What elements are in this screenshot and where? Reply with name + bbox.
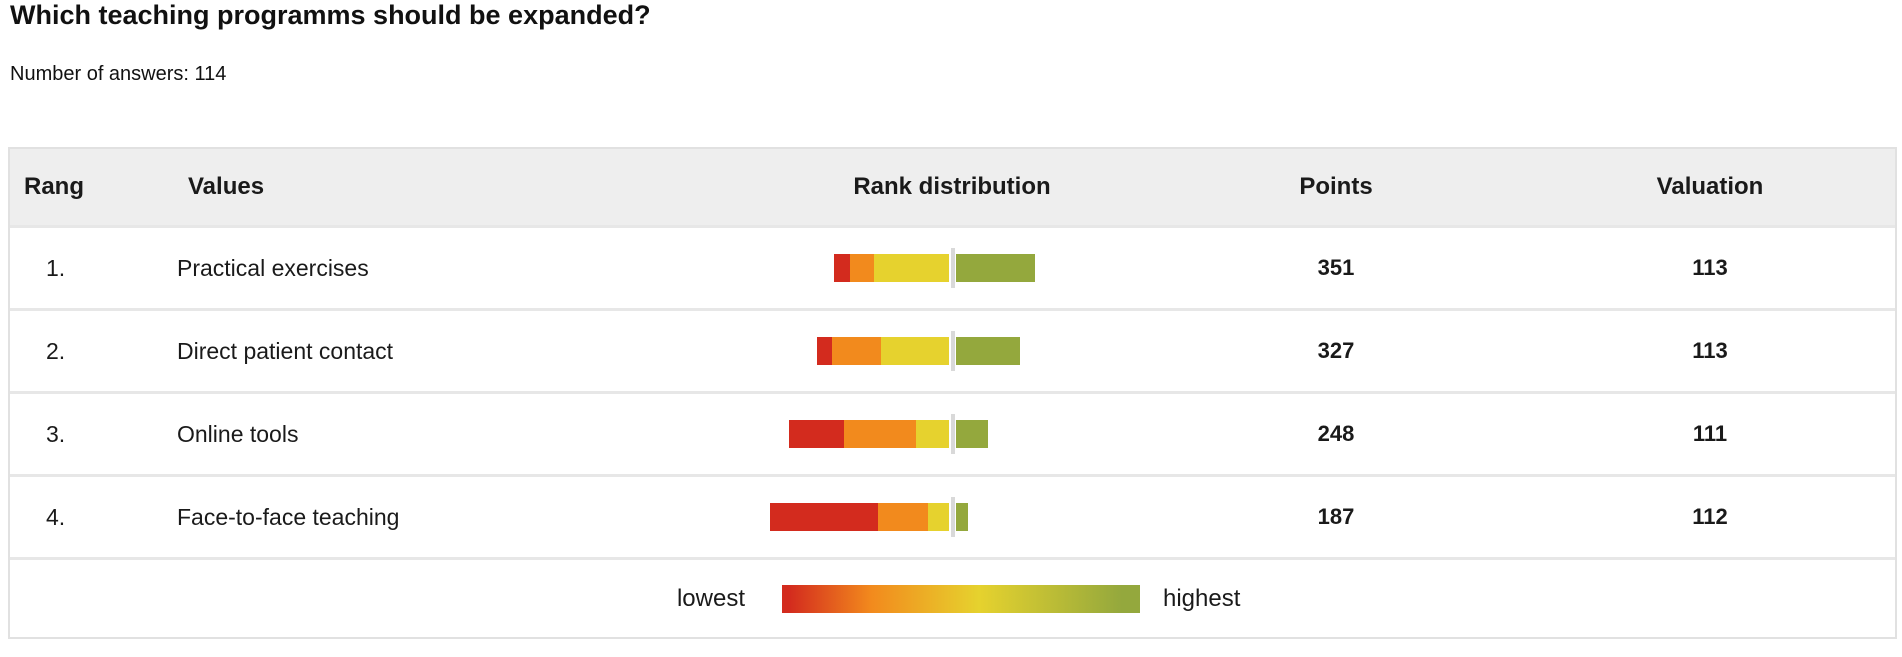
bar-left-segments [789,420,949,448]
bar-left-segments [817,337,949,365]
center-marker-line [951,331,955,371]
table-header-row: Rang Values Rank distribution Points Val… [10,149,1895,225]
rank1-red-segment [789,420,844,448]
rank3-yellow-segment [916,420,949,448]
legend-lowest-label: lowest [676,584,745,612]
rank3-yellow-segment [874,254,949,282]
legend-row: lowest highest [10,557,1895,637]
rank-distribution-bar [767,228,1137,308]
points-value: 187 [1317,504,1355,529]
table-row: 4. Face-to-face teaching 187 112 [10,474,1895,557]
value-label: Face-to-face teaching [177,503,400,530]
rank2-orange-segment [850,254,874,282]
bar-left-segments [834,254,949,282]
header-rank-distribution: Rank distribution [853,173,1051,200]
rank-distribution-bar [767,477,1137,557]
points-value: 327 [1317,338,1355,363]
value-label: Practical exercises [177,254,369,281]
rank-distribution-bar [767,394,1137,474]
rank1-red-segment [770,503,878,531]
rank-number: 3. [46,420,66,447]
header-values: Values [188,173,265,200]
table-row: 1. Practical exercises 351 113 [10,225,1895,308]
table-row: 2. Direct patient contact 327 113 [10,308,1895,391]
legend-highest-label: highest [1163,584,1241,612]
ranking-results-table: Rang Values Rank distribution Points Val… [8,147,1897,639]
header-valuation: Valuation [1656,173,1764,200]
rank1-red-segment [834,254,850,282]
center-marker-line [951,248,955,288]
rank-distribution-bar [767,311,1137,391]
points-value: 351 [1317,255,1355,280]
page-title: Which teaching programms should be expan… [10,0,651,30]
header-points: Points [1299,173,1373,200]
rank-number: 1. [46,254,66,281]
rank4-green-segment [956,420,988,448]
valuation-value: 111 [1692,421,1728,446]
value-label: Online tools [177,420,299,447]
rank4-green-segment [956,337,1020,365]
rank3-yellow-segment [881,337,949,365]
answer-count-label: Number of answers: 114 [10,63,227,85]
rank-number: 4. [46,503,66,530]
bar-left-segments [770,503,949,531]
legend-gradient-bar [782,584,1140,613]
table-body: 1. Practical exercises 351 113 2. Direct… [10,225,1895,557]
rank2-orange-segment [878,503,928,531]
rank4-green-segment [956,503,968,531]
header-rang: Rang [24,173,84,200]
center-marker-line [951,414,955,454]
rank3-yellow-segment [928,503,949,531]
rank-number: 2. [46,337,66,364]
rank1-red-segment [817,337,832,365]
valuation-value: 113 [1692,255,1728,280]
center-marker-line [951,497,955,537]
points-value: 248 [1317,421,1355,446]
value-label: Direct patient contact [177,337,394,364]
rank2-orange-segment [832,337,881,365]
rank4-green-segment [956,254,1035,282]
rank2-orange-segment [844,420,916,448]
valuation-value: 113 [1692,338,1728,363]
table-row: 3. Online tools 248 111 [10,391,1895,474]
valuation-value: 112 [1692,504,1728,529]
